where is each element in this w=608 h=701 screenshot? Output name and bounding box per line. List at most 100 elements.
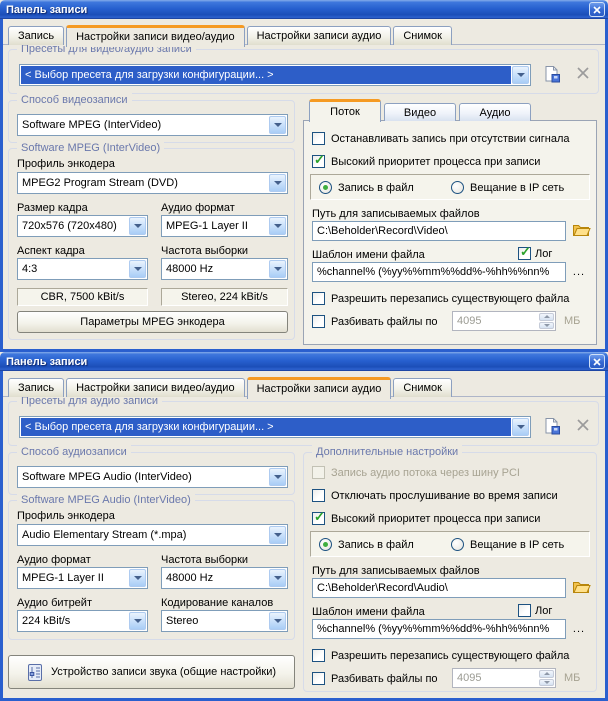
tab-record[interactable]: Запись [8,378,65,397]
chevron-down-icon[interactable] [269,217,286,235]
chevron-down-icon[interactable] [269,468,286,486]
log-checkbox[interactable]: ✓ Лог [518,244,552,261]
radio-circle [451,181,464,194]
preset-combobox[interactable]: < Выбор пресета для загрузки конфигураци… [19,64,531,86]
titlebar[interactable]: Панель записи [0,0,608,19]
broadcast-ip-radio[interactable]: Вещание в IP сеть [451,537,564,552]
preset-combobox[interactable]: < Выбор пресета для загрузки конфигураци… [19,416,531,438]
audio-method-group: Способ аудиозаписи Software MPEG Audio (… [8,445,295,495]
tab-audio[interactable]: Аудио [459,103,531,121]
spin-down-icon[interactable] [539,678,554,686]
titlebar[interactable]: Панель записи [0,352,608,371]
tab-video-audio-settings[interactable]: Настройки записи видео/аудио [66,378,245,397]
checkbox-label: Разбивать файлы по [331,315,438,328]
spin-up-icon[interactable] [539,313,554,321]
filename-template-input[interactable]: %channel% (%yy%%mm%%dd%-%hh%%nn% [312,619,566,639]
audio-format-combobox[interactable]: MPEG-1 Layer II [17,567,148,589]
audio-method-combobox[interactable]: Software MPEG Audio (InterVideo) [17,466,288,488]
record-mode-panel: Запись в файл Вещание в IP сеть [310,174,590,200]
chevron-down-icon[interactable] [129,217,146,235]
spin-up-icon[interactable] [539,670,554,678]
tab-record[interactable]: Запись [8,26,65,45]
sample-rate-combobox[interactable]: 48000 Hz [161,258,288,280]
chevron-down-icon[interactable] [269,569,286,587]
mpeg-params-button[interactable]: Параметры MPEG энкодера [17,311,288,333]
stop-on-signal-loss-checkbox[interactable]: Останавливать запись при отсутствии сигн… [312,131,570,146]
split-size-spinner[interactable]: 4095 [452,311,556,331]
spinner-arrows [539,313,554,329]
chevron-down-icon[interactable] [512,66,529,84]
log-checkbox[interactable]: Лог [518,603,552,618]
chevron-down-icon[interactable] [269,116,286,134]
split-files-checkbox[interactable]: Разбивать файлы по [312,314,438,329]
checkbox-label: Разбивать файлы по [331,672,438,685]
template-more-button[interactable]: ... [572,266,586,278]
radio-circle [319,181,332,194]
split-unit-label: МБ [564,672,581,684]
chevron-down-icon[interactable] [269,174,286,192]
open-folder-icon [573,225,591,236]
record-path-input[interactable]: C:\Beholder\Record\Audio\ [312,578,566,598]
video-method-combobox[interactable]: Software MPEG (InterVideo) [17,114,288,136]
template-more-button[interactable]: ... [572,623,586,635]
encoder-profile-combobox[interactable]: MPEG2 Program Stream (DVD) [17,172,288,194]
checkbox-box [312,649,325,662]
tab-audio-settings[interactable]: Настройки записи аудио [246,26,392,45]
delete-preset-button[interactable] [575,65,591,84]
tab-video-audio-settings[interactable]: Настройки записи видео/аудио [66,25,245,47]
audio-bitrate-combobox[interactable]: 224 kBit/s [17,610,148,632]
high-priority-checkbox[interactable]: ✓ Высокий приоритет процесса при записи [312,152,541,169]
frame-size-combobox[interactable]: 720x576 (720x480) [17,215,148,237]
save-preset-button[interactable] [543,65,561,86]
chevron-down-icon[interactable] [269,260,286,278]
record-path-input[interactable]: C:\Beholder\Record\Video\ [312,221,566,241]
chevron-down-icon[interactable] [129,260,146,278]
record-to-file-radio[interactable]: Запись в файл [319,180,414,195]
high-priority-checkbox[interactable]: ✓ Высокий приоритет процесса при записи [312,509,540,526]
tab-video[interactable]: Видео [384,103,456,121]
encoder-profile-combobox[interactable]: Audio Elementary Stream (*.mpa) [17,524,288,546]
sample-rate-combobox[interactable]: 48000 Hz [161,567,288,589]
video-encoder-group-label: Software MPEG (InterVideo) [17,141,165,155]
checkbox-box [312,292,325,305]
broadcast-ip-radio[interactable]: Вещание в IP сеть [451,180,564,195]
window-title: Панель записи [6,3,88,16]
chevron-down-icon[interactable] [129,569,146,587]
aspect-combobox[interactable]: 4:3 [17,258,148,280]
audio-format-combobox[interactable]: MPEG-1 Layer II [161,215,288,237]
check-icon: ✓ [314,509,325,524]
checkbox-label: Высокий приоритет процесса при записи [331,155,541,168]
split-files-checkbox[interactable]: Разбивать файлы по [312,671,438,686]
channels-combobox[interactable]: Stereo [161,610,288,632]
close-button[interactable] [589,354,605,369]
tab-snapshot[interactable]: Снимок [393,26,452,45]
audio-bitrate-status: Stereo, 224 kBit/s [161,288,288,306]
chevron-down-icon[interactable] [269,612,286,630]
spin-down-icon[interactable] [539,321,554,329]
record-to-file-radio[interactable]: Запись в файл [319,537,414,552]
profile-label: Профиль энкодера [17,510,115,522]
close-button[interactable] [589,2,605,17]
presets-group: Пресеты для аудио записи < Выбор пресета… [8,394,599,446]
filename-template-input[interactable]: %channel% (%yy%%mm%%dd%-%hh%%nn% [312,262,566,282]
chevron-down-icon[interactable] [269,526,286,544]
open-folder-icon [573,582,591,593]
split-size-spinner[interactable]: 4095 [452,668,556,688]
delete-preset-button[interactable] [575,417,591,436]
save-preset-button[interactable] [543,417,561,438]
allow-overwrite-checkbox[interactable]: Разрешить перезапись существующего файла [312,291,569,306]
tab-snapshot[interactable]: Снимок [393,378,452,397]
mute-while-recording-checkbox[interactable]: Отключать прослушивание во время записи [312,488,558,503]
checkbox-box [518,604,531,617]
browse-folder-button[interactable] [572,579,591,598]
tab-audio-settings[interactable]: Настройки записи аудио [246,377,392,399]
browse-folder-button[interactable] [572,222,591,241]
sound-device-button[interactable]: Устройство записи звука (общие настройки… [8,655,295,689]
delete-x-icon [577,67,589,79]
tab-stream[interactable]: Поток [309,99,381,122]
chevron-down-icon[interactable] [512,418,529,436]
allow-overwrite-checkbox[interactable]: Разрешить перезапись существующего файла [312,648,569,663]
frame-size-label: Размер кадра [17,202,88,214]
combo-value: 4:3 [22,263,38,275]
chevron-down-icon[interactable] [129,612,146,630]
